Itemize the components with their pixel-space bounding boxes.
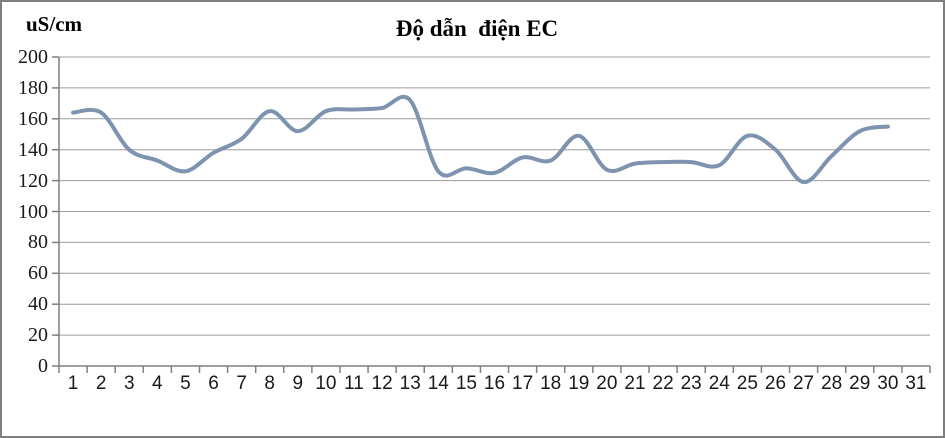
x-tick-label: 19 [568,373,590,394]
y-tick-label: 60 [28,262,48,285]
x-tick-label: 9 [292,373,304,394]
y-tick-label: 80 [28,231,48,254]
x-tick-label: 30 [877,373,899,394]
x-tick-label: 16 [483,373,506,394]
x-tick-label: 12 [371,373,393,394]
y-tick-label: 200 [18,46,48,68]
x-tick-label: 2 [95,373,107,394]
y-axis-unit-label: uS/cm [26,12,83,36]
x-tick-label: 14 [427,373,449,394]
ec-line-series [71,94,890,185]
x-tick-label: 20 [596,373,618,394]
x-tick-label: 18 [540,373,562,394]
y-tick-label: 100 [18,200,48,223]
x-tick-label: 5 [180,373,191,394]
y-tick-label: 140 [18,138,48,161]
x-tick-label: 24 [708,373,730,394]
x-tick-label: 7 [236,373,247,394]
x-tick-label: 22 [652,373,674,394]
x-tick-label: 6 [208,373,219,394]
x-tick-label: 26 [764,373,787,394]
y-tick-label: 120 [18,169,48,192]
x-tick-label: 28 [821,373,843,394]
y-tick-label: 180 [18,76,48,99]
x-tick-label: 29 [849,373,871,394]
y-tick-label: 40 [28,293,48,316]
y-tick-label: 160 [18,107,48,130]
x-tick-label: 10 [315,373,337,394]
x-tick-label: 17 [512,373,534,394]
x-tick-label: 4 [152,373,163,394]
x-tick-label: 1 [67,373,79,394]
chart-title: Độ dẫn điện EC [395,16,559,41]
x-tick-label: 21 [624,373,646,394]
x-tick-label: 27 [792,373,815,394]
x-tick-label: 31 [905,373,927,394]
x-tick-label: 15 [455,373,477,394]
y-tick-label: 20 [28,324,48,347]
x-tick-label: 23 [680,373,702,394]
x-tick-label: 8 [264,373,275,394]
x-tick-label: 25 [736,373,758,394]
x-tick-label: 3 [123,373,135,394]
x-tick-label: 11 [344,373,364,394]
y-tick-label: 0 [38,355,48,377]
x-tick-label: 13 [399,373,421,394]
